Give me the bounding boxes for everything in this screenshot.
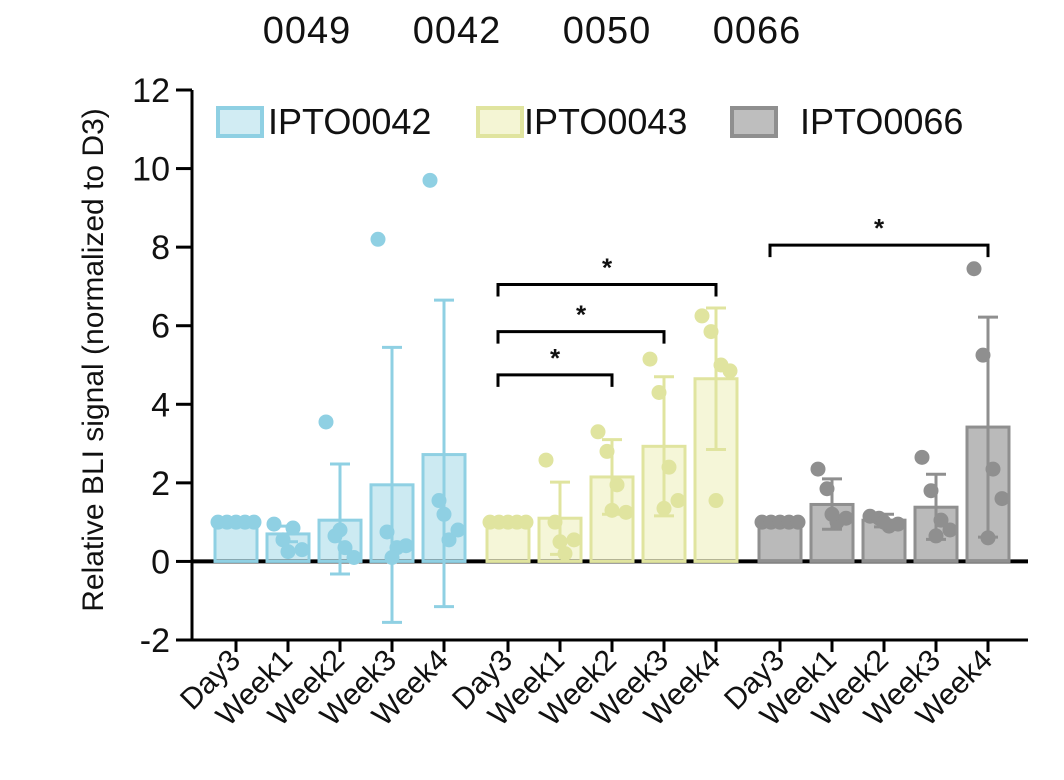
data-point — [942, 522, 958, 538]
data-point — [656, 500, 672, 516]
data-point — [275, 532, 291, 548]
data-point — [618, 504, 634, 520]
data-point — [590, 424, 606, 440]
legend-swatch-ipto0042 — [216, 106, 264, 138]
header-labels: 0049 0042 0050 0066 — [263, 10, 802, 52]
data-point — [722, 363, 738, 379]
legend-label: IPTO0066 — [800, 101, 963, 142]
data-point — [431, 493, 447, 509]
data-point — [370, 231, 386, 247]
data-points — [210, 172, 1010, 565]
data-point — [790, 514, 806, 530]
data-point — [966, 261, 982, 277]
data-point — [441, 532, 457, 548]
bar — [485, 520, 531, 563]
data-point — [246, 514, 262, 530]
data-point — [285, 520, 301, 536]
y-tick-label: -2 — [140, 622, 170, 660]
data-point — [975, 347, 991, 363]
data-point — [450, 522, 466, 538]
data-point — [599, 443, 615, 459]
significance-star: * — [550, 343, 561, 373]
data-point — [566, 532, 582, 548]
data-point — [890, 516, 906, 532]
header-label: 0066 — [713, 10, 802, 52]
data-point — [670, 493, 686, 509]
significance-star: * — [602, 252, 613, 282]
significance-bracket — [768, 243, 990, 258]
y-tick-label: 2 — [151, 465, 170, 503]
data-point — [436, 506, 452, 522]
data-point — [538, 452, 554, 468]
y-axis-label: Relative BLI signal (normalized to D3) — [77, 108, 110, 612]
data-point — [609, 477, 625, 493]
significance-star: * — [874, 213, 885, 243]
data-point — [280, 544, 296, 560]
data-point — [838, 510, 854, 526]
data-point — [379, 524, 395, 540]
data-point — [810, 461, 826, 477]
data-point — [266, 516, 282, 532]
data-point — [985, 461, 1001, 477]
data-point — [547, 514, 563, 530]
data-point — [708, 493, 724, 509]
data-point — [876, 514, 892, 530]
data-point — [914, 449, 930, 465]
data-point — [422, 172, 438, 188]
legend-swatch-ipto0066 — [730, 106, 778, 138]
significance-bracket — [496, 330, 666, 344]
header-label: 0049 — [263, 10, 352, 52]
data-point — [694, 308, 710, 324]
y-tick-label: 12 — [132, 72, 170, 110]
y-tick-label: 4 — [151, 386, 170, 424]
header-label: 0050 — [563, 10, 652, 52]
y-tick-label: 10 — [132, 151, 170, 189]
legend-swatch-ipto0043 — [476, 106, 524, 138]
legend-label: IPTO0043 — [524, 101, 687, 142]
data-point — [398, 538, 414, 554]
data-point — [703, 324, 719, 340]
data-point — [337, 540, 353, 556]
legend: IPTO0042 IPTO0043 IPTO0066 — [216, 101, 963, 142]
error-bars — [278, 298, 998, 624]
data-point — [819, 481, 835, 497]
data-point — [332, 522, 348, 538]
data-point — [604, 502, 620, 518]
y-tick-label: 0 — [151, 543, 170, 581]
data-point — [824, 506, 840, 522]
data-point — [552, 534, 568, 550]
data-point — [384, 550, 400, 565]
data-point — [661, 459, 677, 475]
legend-label: IPTO0042 — [268, 101, 431, 142]
data-point — [318, 414, 334, 430]
data-point — [980, 530, 996, 546]
axes: -2 0 2 4 6 8 10 12 — [132, 72, 1028, 660]
data-point — [928, 528, 944, 544]
data-point — [933, 512, 949, 528]
data-point — [557, 546, 573, 562]
data-point — [518, 514, 534, 530]
data-point — [923, 483, 939, 499]
y-tick-label: 6 — [151, 308, 170, 346]
significance-brackets: * * * * — [496, 213, 990, 387]
data-point — [651, 385, 667, 400]
data-point — [294, 542, 310, 558]
header-label: 0042 — [413, 10, 502, 52]
significance-bracket — [496, 373, 614, 387]
data-point — [346, 550, 362, 565]
y-tick-label: 8 — [151, 229, 170, 267]
data-point — [642, 351, 658, 367]
significance-bracket — [496, 282, 718, 297]
significance-star: * — [576, 300, 587, 330]
data-point — [994, 491, 1010, 507]
x-tick-labels: Day3Week1Week2Week3Week4Day3Week1Week2We… — [174, 644, 999, 733]
